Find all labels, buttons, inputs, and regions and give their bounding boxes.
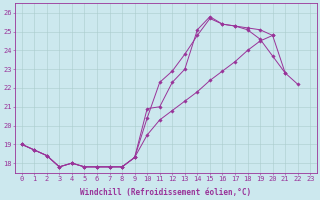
X-axis label: Windchill (Refroidissement éolien,°C): Windchill (Refroidissement éolien,°C) — [80, 188, 252, 197]
